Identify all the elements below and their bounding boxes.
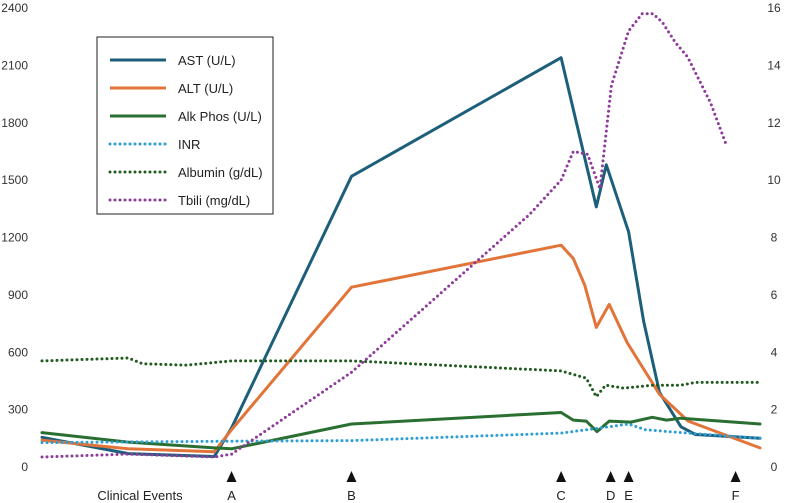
series-line-tbili-mg-dl: [40, 12, 727, 459]
legend-entry-label: AST (U/L): [178, 53, 236, 68]
event-label-d: D: [606, 488, 615, 503]
series-lines: [40, 12, 762, 459]
left-axis-tick-label: 900: [8, 288, 28, 302]
event-marker-c: [556, 471, 567, 482]
right-axis-tick-label: 10: [767, 173, 781, 187]
right-axis-tick-label: 16: [767, 1, 781, 15]
left-axis-tick-label: 600: [8, 345, 28, 359]
left-axis-tick-label: 300: [8, 403, 28, 417]
event-marker-a: [226, 471, 237, 482]
event-marker-f: [730, 471, 741, 482]
event-label-b: B: [347, 488, 356, 503]
series-line-alt-u-l: [40, 243, 762, 454]
chart-legend: AST (U/L) ALT (U/L) Alk Phos (U/L) INR Album…: [96, 36, 274, 215]
series-line-albumin-g-dl: [40, 356, 762, 399]
event-label-a: A: [227, 488, 236, 503]
left-axis-tick-label: 2100: [1, 58, 28, 72]
right-axis-tick-label: 0: [771, 460, 778, 474]
legend-box: [96, 36, 274, 215]
event-label-f: F: [732, 488, 740, 503]
right-axis-ticks: 0 2 4 6 8 10 12 14 16: [767, 1, 781, 474]
series-line-alk-phos-u-l: [40, 411, 762, 451]
right-axis-tick-label: 12: [767, 116, 781, 130]
event-label-c: C: [556, 488, 565, 503]
right-axis-tick-label: 2: [771, 403, 778, 417]
left-axis-tick-label: 2400: [1, 1, 28, 15]
left-axis-ticks: 0 300 600 900 1200 1500 1800 2100 2400: [1, 1, 28, 474]
clinical-events-caption: Clinical Events: [97, 488, 183, 503]
right-axis-tick-label: 6: [771, 288, 778, 302]
event-marker-e: [623, 471, 634, 482]
left-axis-tick-label: 1800: [1, 116, 28, 130]
left-axis-tick-label: 0: [21, 460, 28, 474]
legend-entry-label: ALT (U/L): [178, 81, 233, 96]
event-marker-b: [346, 471, 357, 482]
event-marker-d: [605, 471, 616, 482]
left-axis-tick-label: 1500: [1, 173, 28, 187]
legend-entry-label: Tbili (mg/dL): [178, 193, 250, 208]
legend-entry-label: Albumin (g/dL): [178, 165, 263, 180]
right-axis-tick-label: 14: [767, 58, 781, 72]
right-axis-tick-label: 4: [771, 345, 778, 359]
legend-entry-label: Alk Phos (U/L): [178, 109, 262, 124]
series-line-inr: [40, 422, 762, 445]
legend-entry-label: INR: [178, 137, 200, 152]
right-axis-tick-label: 8: [771, 231, 778, 245]
event-label-e: E: [624, 488, 633, 503]
left-axis-tick-label: 1200: [1, 231, 28, 245]
